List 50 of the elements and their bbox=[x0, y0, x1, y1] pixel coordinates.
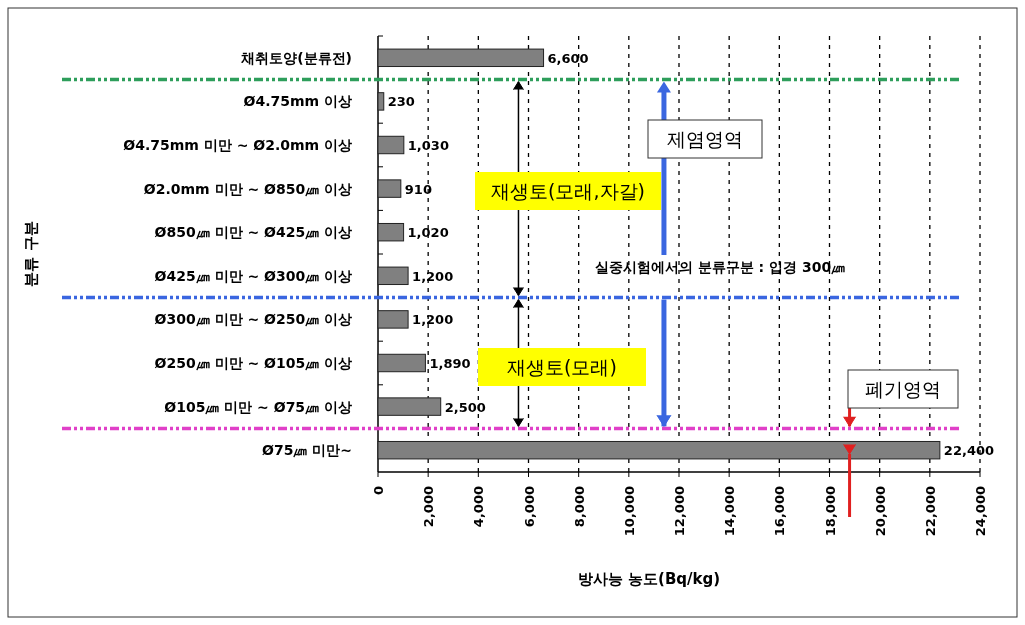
y-tick-label: Ø250㎛ 미만 ~ Ø105㎛ 이상 bbox=[154, 355, 352, 371]
annotation: 재생토(모래) bbox=[507, 356, 617, 378]
text: 분류 구분 bbox=[22, 221, 40, 287]
x-tick-label: 24,000 bbox=[973, 486, 988, 537]
data-label: 6,600 bbox=[547, 50, 589, 66]
y-tick-label: Ø2.0mm 미만 ~ Ø850㎛ 이상 bbox=[143, 180, 352, 197]
data-label: 1,200 bbox=[412, 312, 454, 328]
x-tick-label: 14,000 bbox=[722, 486, 738, 537]
bar bbox=[377, 353, 426, 373]
y-tick-label: Ø850㎛ 미만 ~ Ø425㎛ 이상 bbox=[154, 224, 352, 241]
bar bbox=[377, 310, 409, 329]
x-tick-label: 0 bbox=[371, 486, 386, 496]
data-label: 230 bbox=[387, 94, 415, 110]
data-label: 1,030 bbox=[407, 138, 449, 153]
bar bbox=[377, 179, 402, 198]
annotation: 재생토(모래,자갈) bbox=[491, 180, 645, 202]
data-label: 2,500 bbox=[444, 399, 486, 415]
x-tick-label: 2,000 bbox=[421, 486, 437, 528]
bar bbox=[377, 135, 405, 155]
bar bbox=[377, 266, 409, 286]
x-tick-label: 22,000 bbox=[922, 486, 938, 537]
y-tick-label: Ø300㎛ 미만 ~ Ø250㎛ 이상 bbox=[154, 311, 352, 328]
data-label: 1,890 bbox=[429, 356, 471, 371]
bar bbox=[377, 222, 405, 242]
x-tick-label: 16,000 bbox=[772, 486, 788, 537]
x-tick-label: 20,000 bbox=[872, 486, 888, 537]
x-tick-label: 6,000 bbox=[521, 486, 537, 528]
y-tick-label: Ø105㎛ 미만 ~ Ø75㎛ 이상 bbox=[164, 398, 352, 415]
x-tick-label: 12,000 bbox=[672, 486, 687, 537]
x-tick-label: 10,000 bbox=[621, 486, 637, 537]
data-label: 910 bbox=[404, 181, 432, 197]
y-tick-label: 채취토양(분류전) bbox=[240, 49, 352, 66]
annotation: 폐기영역 bbox=[865, 378, 941, 400]
y-tick-label: Ø4.75mm 미만 ~ Ø2.0mm 이상 bbox=[123, 137, 352, 153]
bar bbox=[377, 92, 385, 111]
bar bbox=[377, 440, 941, 460]
x-tick-label: 8,000 bbox=[571, 486, 587, 528]
y-tick-label: Ø75㎛ 미만~ bbox=[262, 442, 352, 459]
data-label: 22,400 bbox=[943, 443, 995, 459]
data-label: 1,020 bbox=[407, 225, 449, 241]
bar bbox=[377, 397, 442, 416]
annotation: 실중시험에서의 분류구분 : 입경 300㎛ bbox=[594, 259, 846, 275]
x-axis-title: 방사능 농도(Bq/kg) bbox=[577, 570, 721, 588]
x-tick-label: 4,000 bbox=[471, 486, 487, 528]
data-label: 1,200 bbox=[412, 268, 454, 284]
annotation: 제염영역 bbox=[667, 128, 743, 150]
y-tick-label: Ø425㎛ 미만 ~ Ø300㎛ 이상 bbox=[154, 267, 352, 284]
y-tick-label: Ø4.75mm 이상 bbox=[243, 93, 352, 110]
x-tick-label: 18,000 bbox=[822, 486, 838, 537]
bar bbox=[377, 48, 545, 68]
